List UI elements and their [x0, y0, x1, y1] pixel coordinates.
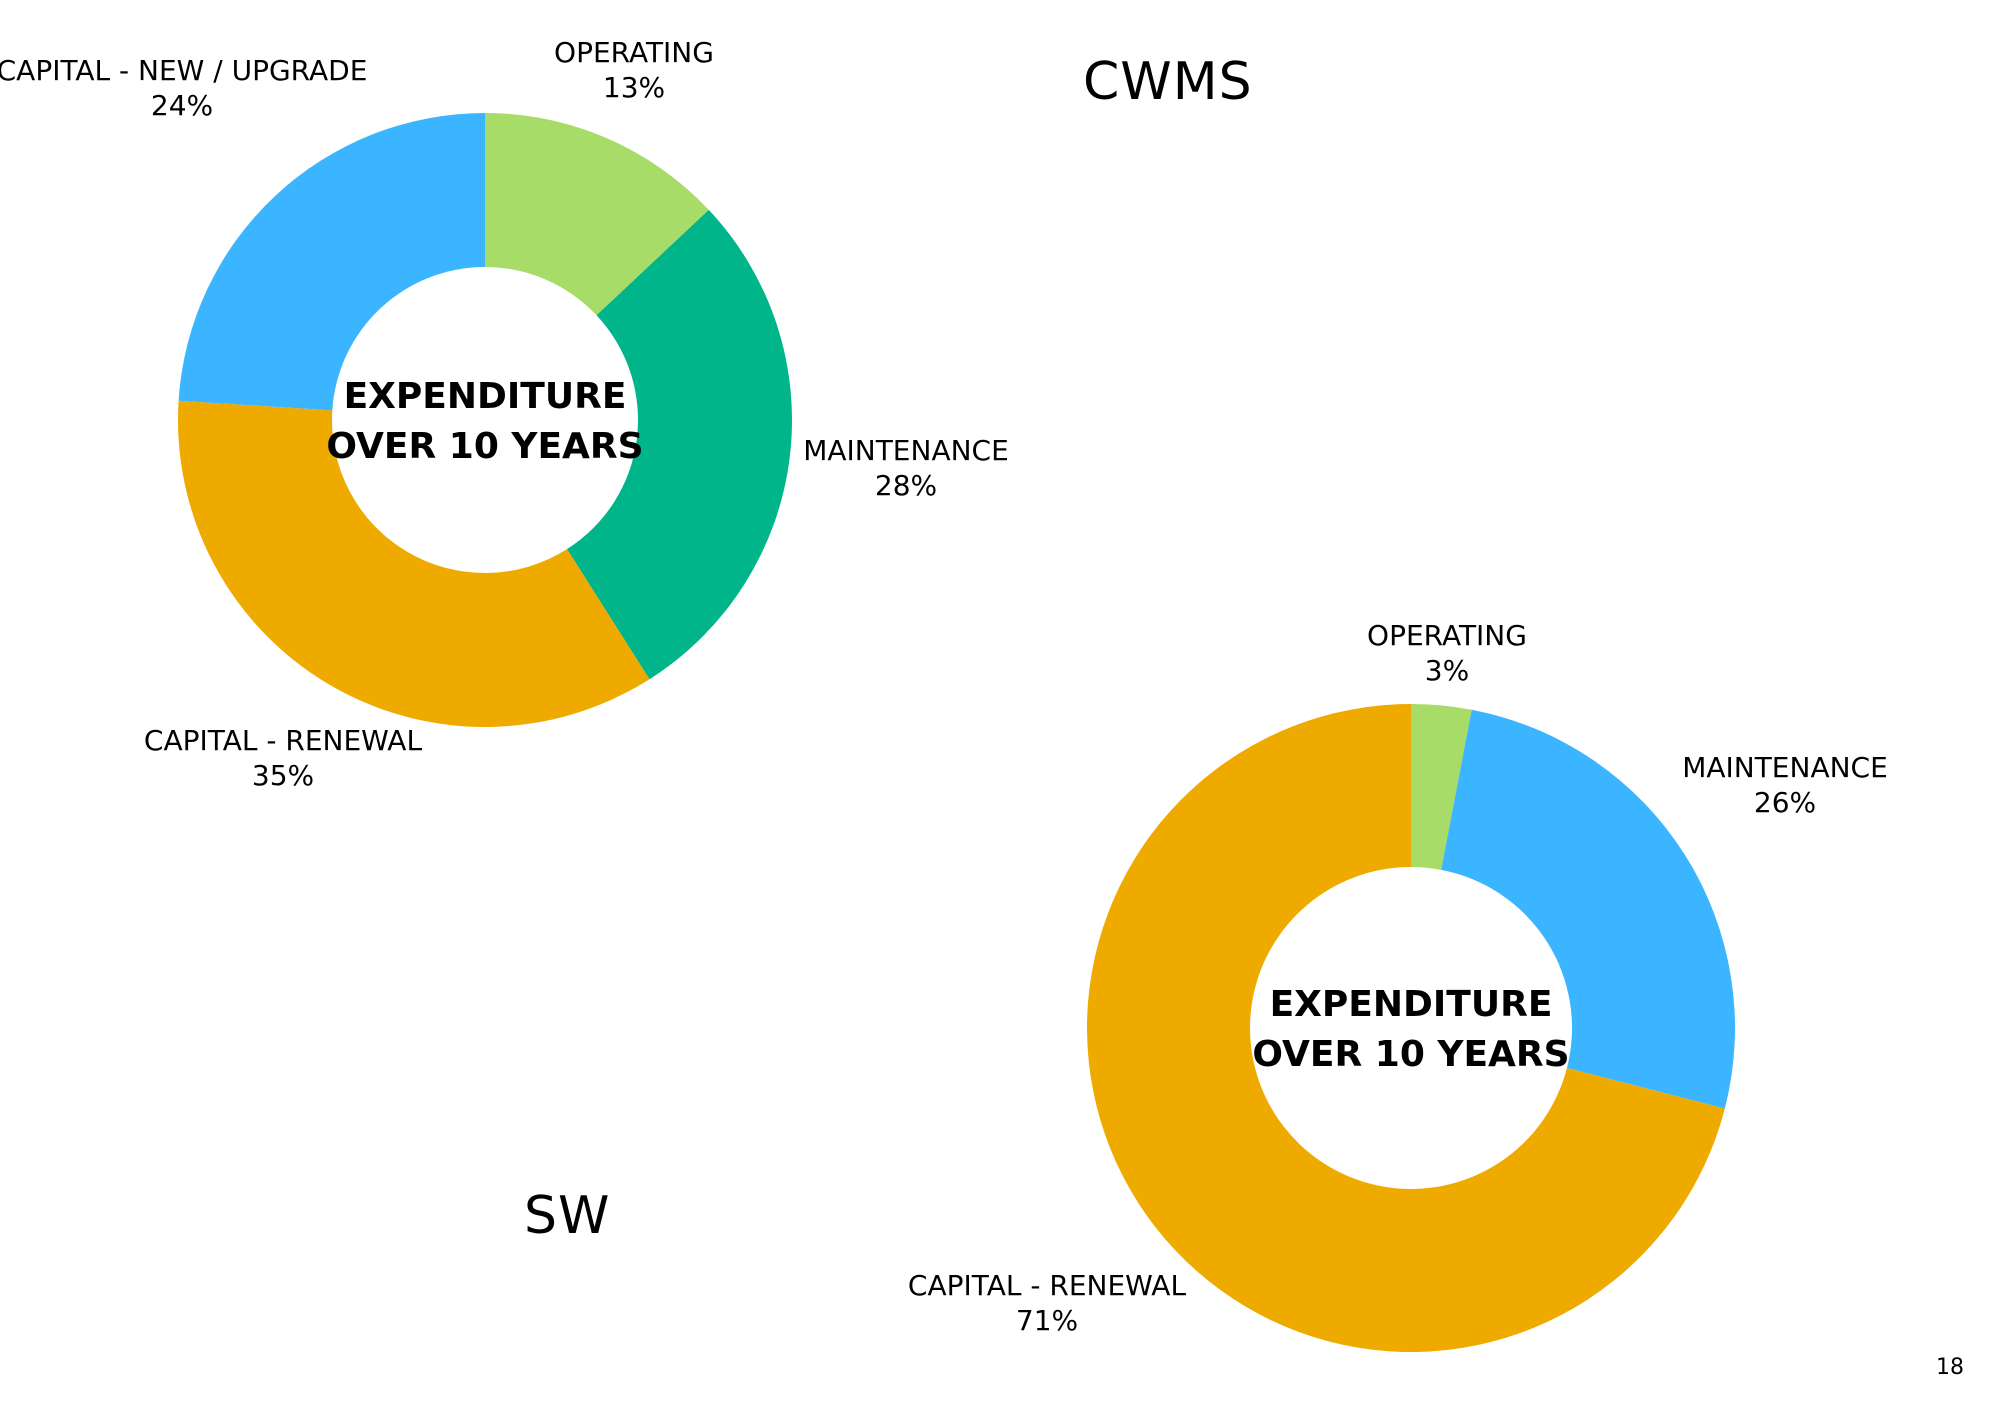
slice-label-1-maintenance: MAINTENANCE: [1682, 751, 1888, 784]
slice-label-0-maintenance: MAINTENANCE: [803, 434, 1009, 467]
center-label-1-1: OVER 10 YEARS: [1252, 1034, 1569, 1075]
page-number: 18: [1936, 1355, 1964, 1380]
slice-label-0-capital-renewal: CAPITAL - RENEWAL: [144, 724, 423, 757]
center-label-0-0: EXPENDITURE: [344, 376, 627, 417]
slice-1-operating: [1411, 704, 1472, 870]
slice-label-1-capital-renewal: CAPITAL - RENEWAL: [908, 1269, 1187, 1302]
slice-value-1-operating: 3%: [1425, 654, 1469, 687]
slice-value-0-capital-new-upgrade: 24%: [151, 89, 213, 122]
slice-value-0-maintenance: 28%: [875, 469, 937, 502]
slice-label-1-operating: OPERATING: [1367, 619, 1527, 652]
center-label-0-1: OVER 10 YEARS: [326, 426, 643, 467]
slice-1-maintenance: [1441, 709, 1736, 1109]
slice-0-capital-new-upgrade: [178, 113, 486, 411]
slice-value-0-capital-renewal: 35%: [252, 759, 314, 792]
slice-0-operating: [485, 113, 709, 316]
chart-title-sw: SW: [524, 1186, 611, 1246]
slice-1-capital-renewal: [1087, 704, 1725, 1352]
chart-title-cwms: CWMS: [1083, 52, 1253, 112]
slice-0-capital-renewal: [177, 400, 650, 728]
slice-label-0-operating: OPERATING: [554, 36, 714, 69]
slice-0-maintenance: [566, 209, 793, 680]
slice-label-0-capital-new-upgrade: CAPITAL - NEW / UPGRADE: [0, 54, 367, 87]
center-label-1-0: EXPENDITURE: [1270, 984, 1553, 1025]
slice-value-1-capital-renewal: 71%: [1016, 1304, 1078, 1337]
slice-value-0-operating: 13%: [603, 71, 665, 104]
slice-value-1-maintenance: 26%: [1754, 786, 1816, 819]
